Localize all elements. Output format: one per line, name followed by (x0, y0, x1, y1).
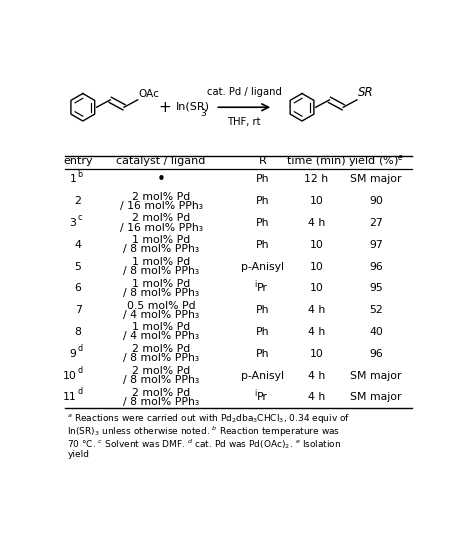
Text: •: • (157, 172, 165, 187)
Text: SM major: SM major (350, 392, 402, 402)
Text: 27: 27 (369, 218, 383, 228)
Text: 10: 10 (309, 262, 323, 272)
Text: 4 h: 4 h (308, 327, 325, 337)
Text: 10: 10 (309, 284, 323, 293)
Text: d: d (77, 366, 82, 375)
Text: Ph: Ph (255, 175, 269, 184)
Text: 1 mol% Pd: 1 mol% Pd (132, 235, 190, 245)
Text: OAc: OAc (138, 89, 159, 99)
Text: 9: 9 (69, 349, 76, 359)
Text: / 8 mol% PPh₃: / 8 mol% PPh₃ (123, 288, 199, 298)
Text: Ph: Ph (255, 305, 269, 315)
Text: 4 h: 4 h (308, 371, 325, 381)
Text: R: R (259, 156, 266, 166)
Text: 2 mol% Pd: 2 mol% Pd (132, 388, 190, 398)
Text: time (min): time (min) (287, 156, 346, 166)
Text: catalyst / ligand: catalyst / ligand (116, 156, 206, 166)
Text: 2 mol% Pd: 2 mol% Pd (132, 214, 190, 223)
Text: SR: SR (357, 85, 373, 99)
Text: yield: yield (67, 450, 89, 459)
Text: i: i (254, 389, 257, 398)
Text: 10: 10 (309, 240, 323, 250)
Text: 2: 2 (75, 196, 82, 206)
Text: 3: 3 (200, 109, 206, 118)
Text: Pr: Pr (257, 392, 268, 402)
Text: 4: 4 (75, 240, 82, 250)
Text: Ph: Ph (255, 327, 269, 337)
Text: 12 h: 12 h (304, 175, 329, 184)
Text: 52: 52 (369, 305, 383, 315)
Text: 0.5 mol% Pd: 0.5 mol% Pd (127, 301, 196, 311)
Text: yield (%)$^{e}$: yield (%)$^{e}$ (348, 153, 404, 169)
Text: 40: 40 (369, 327, 383, 337)
Text: Ph: Ph (255, 349, 269, 359)
Text: 10: 10 (309, 196, 323, 206)
Text: 4 h: 4 h (308, 305, 325, 315)
Text: THF, rt: THF, rt (227, 117, 261, 127)
Text: 97: 97 (369, 240, 383, 250)
Text: 96: 96 (369, 262, 383, 272)
Text: i: i (254, 280, 257, 289)
Text: / 8 mol% PPh₃: / 8 mol% PPh₃ (123, 266, 199, 276)
Text: 6: 6 (75, 284, 82, 293)
Text: / 4 mol% PPh₃: / 4 mol% PPh₃ (123, 310, 199, 320)
Text: entry: entry (63, 156, 93, 166)
Text: p-Anisyl: p-Anisyl (241, 262, 284, 272)
Text: Ph: Ph (255, 240, 269, 250)
Text: / 8 mol% PPh₃: / 8 mol% PPh₃ (123, 375, 199, 385)
Text: Ph: Ph (255, 196, 269, 206)
Text: 2 mol% Pd: 2 mol% Pd (132, 192, 190, 202)
Text: 4 h: 4 h (308, 392, 325, 402)
Text: d: d (77, 388, 82, 397)
Text: 1 mol% Pd: 1 mol% Pd (132, 279, 190, 289)
Text: 11: 11 (62, 392, 76, 402)
Text: / 8 mol% PPh₃: / 8 mol% PPh₃ (123, 397, 199, 407)
Text: b: b (77, 170, 82, 178)
Text: 3: 3 (69, 218, 76, 228)
Text: / 16 mol% PPh₃: / 16 mol% PPh₃ (120, 223, 203, 232)
Text: Pr: Pr (257, 284, 268, 293)
Text: $^a$ Reactions were carried out with Pd$_2$dba$_3$CHCl$_3$, 0.34 equiv of: $^a$ Reactions were carried out with Pd$… (67, 412, 350, 425)
Text: 70 °C. $^c$ Solvent was DMF. $^d$ cat. Pd was Pd(OAc)$_2$. $^e$ Isolation: 70 °C. $^c$ Solvent was DMF. $^d$ cat. P… (67, 437, 342, 451)
Text: 1: 1 (69, 175, 76, 184)
Text: 95: 95 (369, 284, 383, 293)
Text: / 4 mol% PPh₃: / 4 mol% PPh₃ (123, 332, 199, 341)
Text: / 8 mol% PPh₃: / 8 mol% PPh₃ (123, 354, 199, 363)
Text: / 16 mol% PPh₃: / 16 mol% PPh₃ (120, 201, 203, 211)
Text: / 8 mol% PPh₃: / 8 mol% PPh₃ (123, 245, 199, 254)
Text: 2 mol% Pd: 2 mol% Pd (132, 344, 190, 354)
Text: In(SR): In(SR) (176, 101, 210, 111)
Text: c: c (77, 213, 82, 222)
Text: Ph: Ph (255, 218, 269, 228)
Text: 8: 8 (75, 327, 82, 337)
Text: 5: 5 (75, 262, 82, 272)
Text: 7: 7 (75, 305, 82, 315)
Text: 96: 96 (369, 349, 383, 359)
Text: 1 mol% Pd: 1 mol% Pd (132, 257, 190, 267)
Text: +: + (158, 100, 171, 115)
Text: 4 h: 4 h (308, 218, 325, 228)
Text: 2 mol% Pd: 2 mol% Pd (132, 366, 190, 376)
Text: 10: 10 (309, 349, 323, 359)
Text: SM major: SM major (350, 175, 402, 184)
Text: 1 mol% Pd: 1 mol% Pd (132, 323, 190, 333)
Text: In(SR)$_3$ unless otherwise noted. $^b$ Reaction temperature was: In(SR)$_3$ unless otherwise noted. $^b$ … (67, 425, 341, 438)
Text: p-Anisyl: p-Anisyl (241, 371, 284, 381)
Text: 90: 90 (369, 196, 383, 206)
Text: SM major: SM major (350, 371, 402, 381)
Text: 10: 10 (62, 371, 76, 381)
Text: cat. Pd / ligand: cat. Pd / ligand (207, 87, 281, 97)
Text: d: d (77, 344, 82, 353)
